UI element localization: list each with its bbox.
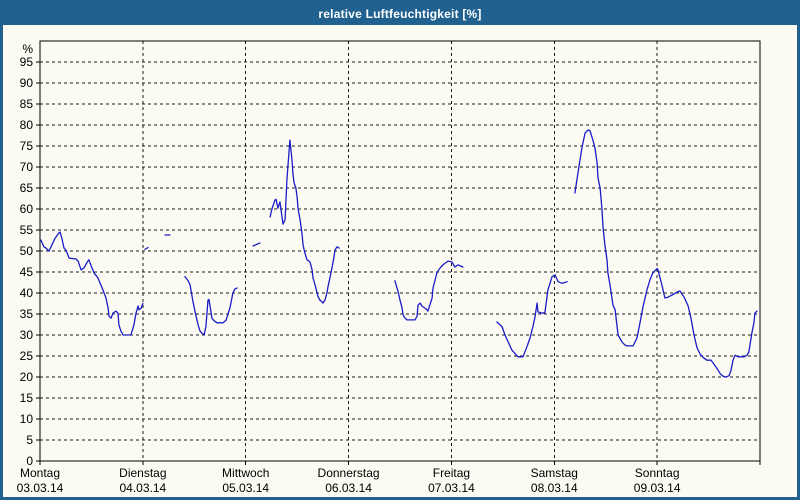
y-tick-label: 80 — [20, 118, 34, 132]
humidity-series-line — [40, 231, 144, 336]
day-name-label: Samstag — [531, 466, 578, 480]
y-tick-label: 35 — [20, 307, 34, 321]
title-bar: relative Luftfeuchtigkeit [%] — [3, 3, 797, 25]
day-date-label: 05.03.14 — [222, 481, 269, 495]
y-axis-unit-label: % — [22, 42, 33, 56]
y-tick-label: 75 — [20, 139, 34, 153]
y-tick-label: 30 — [20, 328, 34, 342]
day-name-label: Dienstag — [119, 466, 166, 480]
humidity-series-line — [184, 275, 238, 336]
humidity-series-line — [496, 274, 568, 358]
y-tick-label: 70 — [20, 160, 34, 174]
y-tick-label: 60 — [20, 202, 34, 216]
y-tick-label: 25 — [20, 349, 34, 363]
y-tick-label: 40 — [20, 286, 34, 300]
humidity-series-line — [394, 260, 464, 321]
humidity-series-line — [269, 139, 340, 304]
day-date-label: 09.03.14 — [634, 481, 681, 495]
y-tick-label: 10 — [20, 412, 34, 426]
humidity-series-line — [252, 242, 261, 247]
y-tick-label: 20 — [20, 370, 34, 384]
day-date-label: 04.03.14 — [119, 481, 166, 495]
humidity-chart: 0 5 10 15 20 25 30 35 40 45 50 55 60 65 70 75 80 85 90 95% M… — [17, 40, 761, 495]
day-date-label: 08.03.14 — [531, 481, 578, 495]
humidity-series-line — [574, 129, 758, 378]
y-tick-label: 5 — [26, 433, 33, 447]
humidity-series-line — [144, 246, 149, 250]
day-name-label: Donnerstag — [318, 466, 380, 480]
y-tick-label: 90 — [20, 76, 34, 90]
day-name-label: Montag — [20, 466, 60, 480]
day-name-label: Sonntag — [635, 466, 680, 480]
y-tick-label: 65 — [20, 181, 34, 195]
day-date-label: 06.03.14 — [325, 481, 372, 495]
y-tick-label: 15 — [20, 391, 34, 405]
y-tick-label: 85 — [20, 97, 34, 111]
day-date-label: 07.03.14 — [428, 481, 475, 495]
y-tick-label: 45 — [20, 265, 34, 279]
day-name-label: Freitag — [433, 466, 470, 480]
day-name-label: Mittwoch — [222, 466, 269, 480]
y-tick-label: 55 — [20, 223, 34, 237]
y-tick-label: 0 — [26, 454, 33, 468]
chart-title: relative Luftfeuchtigkeit [%] — [318, 7, 482, 21]
day-date-label: 03.03.14 — [17, 481, 64, 495]
y-tick-label: 95 — [20, 55, 34, 69]
y-tick-label: 50 — [20, 244, 34, 258]
